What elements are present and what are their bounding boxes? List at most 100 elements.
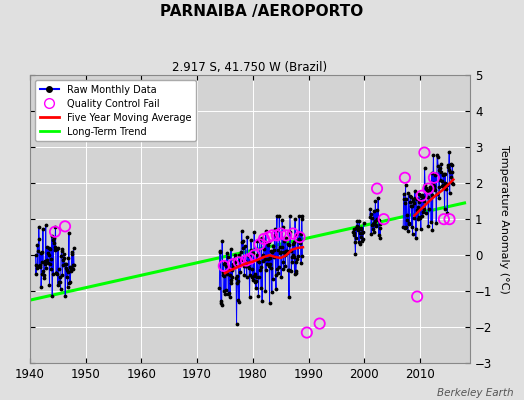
Point bbox=[61, 223, 69, 230]
Point bbox=[426, 184, 434, 190]
Point bbox=[40, 272, 49, 278]
Point bbox=[293, 238, 302, 244]
Point bbox=[403, 212, 411, 218]
Point bbox=[262, 267, 270, 274]
Point bbox=[217, 298, 225, 304]
Point bbox=[31, 251, 40, 258]
Point bbox=[270, 226, 279, 232]
Point bbox=[418, 192, 426, 198]
Point bbox=[404, 190, 412, 196]
Point bbox=[356, 230, 364, 236]
Point bbox=[351, 251, 359, 257]
Point bbox=[233, 273, 241, 279]
Point bbox=[228, 267, 236, 273]
Point bbox=[232, 275, 241, 282]
Point bbox=[222, 287, 230, 293]
Point bbox=[292, 259, 301, 266]
Point bbox=[267, 248, 275, 254]
Point bbox=[225, 264, 233, 271]
Point bbox=[234, 296, 243, 303]
Point bbox=[400, 200, 409, 206]
Point bbox=[407, 203, 416, 210]
Point bbox=[43, 244, 51, 250]
Point bbox=[297, 212, 305, 219]
Point bbox=[54, 266, 63, 272]
Point bbox=[51, 228, 59, 235]
Point bbox=[402, 196, 411, 202]
Point bbox=[291, 270, 300, 277]
Point bbox=[447, 174, 455, 180]
Point bbox=[269, 243, 277, 249]
Point bbox=[407, 224, 416, 230]
Point bbox=[258, 298, 266, 304]
Point bbox=[406, 199, 414, 206]
Point bbox=[236, 256, 245, 263]
Point bbox=[286, 213, 294, 220]
Point bbox=[236, 257, 244, 264]
Point bbox=[273, 266, 281, 272]
Point bbox=[227, 246, 235, 252]
Point bbox=[281, 234, 290, 241]
Point bbox=[424, 205, 433, 212]
Point bbox=[53, 246, 61, 252]
Point bbox=[256, 236, 264, 242]
Point bbox=[48, 293, 57, 299]
Point bbox=[216, 248, 224, 254]
Point bbox=[401, 182, 410, 188]
Point bbox=[52, 270, 61, 276]
Point bbox=[49, 237, 57, 243]
Point bbox=[283, 241, 292, 248]
Point bbox=[411, 195, 420, 201]
Point bbox=[229, 261, 237, 267]
Point bbox=[222, 263, 231, 269]
Point bbox=[250, 278, 259, 285]
Point bbox=[254, 292, 263, 299]
Point bbox=[411, 188, 419, 194]
Point bbox=[411, 234, 420, 241]
Point bbox=[249, 250, 257, 256]
Point bbox=[289, 240, 297, 247]
Point bbox=[436, 176, 444, 183]
Point bbox=[422, 185, 430, 191]
Point bbox=[370, 229, 379, 236]
Point bbox=[279, 259, 287, 266]
Point bbox=[274, 270, 282, 276]
Point bbox=[283, 248, 291, 254]
Point bbox=[276, 250, 285, 256]
Point bbox=[372, 222, 380, 228]
Point bbox=[280, 238, 288, 244]
Point bbox=[287, 248, 295, 254]
Point bbox=[428, 227, 436, 234]
Point bbox=[34, 263, 42, 269]
Point bbox=[415, 191, 423, 197]
Point bbox=[227, 280, 236, 287]
Point bbox=[264, 242, 272, 248]
Point bbox=[69, 266, 78, 272]
Point bbox=[36, 264, 44, 270]
Point bbox=[423, 194, 432, 200]
Point bbox=[32, 264, 41, 271]
Point bbox=[246, 256, 254, 262]
Point bbox=[446, 160, 455, 167]
Point bbox=[292, 268, 300, 274]
Point bbox=[438, 178, 446, 184]
Point bbox=[244, 252, 253, 258]
Point bbox=[356, 234, 365, 240]
Point bbox=[265, 300, 274, 306]
Point bbox=[288, 258, 297, 265]
Point bbox=[217, 302, 226, 308]
Point bbox=[376, 225, 385, 232]
Point bbox=[254, 258, 262, 264]
Point bbox=[242, 262, 250, 269]
Point bbox=[274, 247, 282, 254]
Point bbox=[422, 189, 431, 195]
Point bbox=[247, 237, 255, 244]
Point bbox=[409, 198, 417, 204]
Point bbox=[265, 263, 273, 269]
Point bbox=[272, 228, 281, 234]
Point bbox=[63, 267, 71, 274]
Point bbox=[353, 218, 362, 224]
Point bbox=[55, 278, 63, 285]
Point bbox=[47, 266, 56, 272]
Point bbox=[225, 272, 234, 278]
